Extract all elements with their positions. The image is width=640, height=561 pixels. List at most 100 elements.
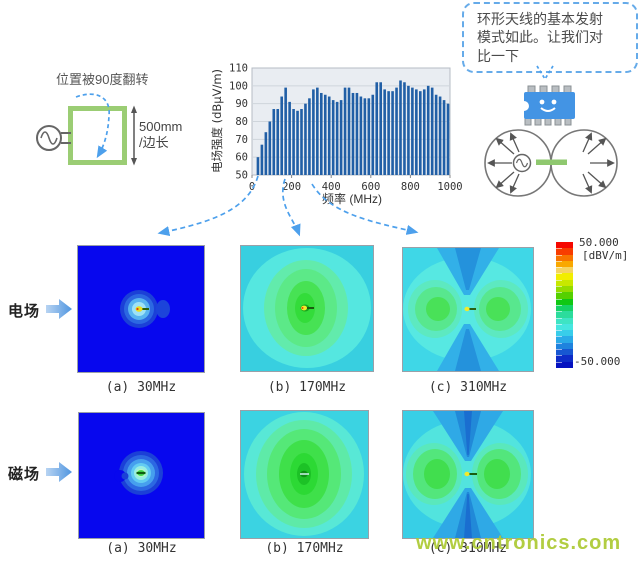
colorbar-segment [556, 317, 573, 324]
bar [288, 101, 291, 175]
colorbar-segment [556, 248, 573, 255]
colorbar-max-label: 50.000 [579, 236, 619, 249]
colorbar-segment [556, 336, 573, 343]
colorbar-segment [556, 361, 573, 368]
bar [403, 82, 406, 175]
bar [438, 96, 442, 175]
colorbar-segment [556, 355, 573, 362]
bar [407, 85, 410, 175]
bar [260, 144, 264, 175]
bar [264, 132, 268, 175]
dimension-arrow-down [131, 158, 137, 166]
plot-caption: (b) 170MHz [265, 541, 344, 556]
bar [335, 101, 339, 175]
colorbar-segment [556, 323, 573, 331]
bar [284, 87, 287, 175]
chip-pins-top [527, 85, 572, 94]
x-tick-label: 0 [249, 181, 255, 193]
color-scale-bar [556, 242, 573, 368]
plot-caption: (a) 30MHz [105, 380, 177, 395]
plot-caption: (c) 310MHz [428, 541, 508, 556]
bar [422, 89, 426, 175]
colorbar-min-label: -50.000 [574, 355, 621, 368]
bar [339, 100, 343, 175]
plot-caption: (c) 310MHz [428, 380, 508, 395]
field-plot-magnetic-170mhz [240, 410, 369, 539]
chip-icon [519, 85, 575, 126]
radiation-arrows [487, 132, 615, 194]
colorbar-segment [556, 330, 573, 337]
chart-x-axis-title: 频率 (MHz) [322, 192, 382, 206]
bar [442, 100, 446, 175]
bar [383, 89, 386, 175]
bar [399, 80, 402, 175]
bar [316, 87, 319, 175]
bar [323, 94, 327, 175]
antenna-pattern-icon [484, 129, 618, 197]
bar [320, 92, 323, 175]
speech-bubble: 环形天线的基本发射 模式如此。让我们对 比一下 [462, 2, 638, 74]
colorbar-segment [556, 304, 573, 312]
sine-glyph [40, 131, 58, 145]
bar [268, 121, 272, 175]
bar [347, 87, 351, 175]
row-arrow-icon [46, 462, 72, 482]
colorbar-segment [556, 273, 573, 280]
chip-smile [540, 107, 556, 112]
loop-caption: 位置被90度翻转 [56, 72, 149, 87]
bar [343, 87, 347, 175]
rotation-dashed-arrow [75, 93, 110, 159]
row-label-electric: 电场 [8, 303, 41, 320]
bar [272, 109, 276, 175]
bar [367, 98, 371, 175]
bar [430, 87, 434, 175]
bar [327, 96, 331, 175]
bar [300, 109, 303, 175]
row-label-magnetic: 磁场 [8, 466, 41, 483]
watermark: www.cntronics.com [416, 532, 622, 554]
field-plot-electric-30mhz [77, 245, 205, 373]
bar [308, 98, 311, 175]
x-tick-label: 1000 [437, 181, 462, 193]
y-tick-label: 80 [235, 116, 248, 128]
bar [387, 91, 390, 175]
colorbar-segment [556, 286, 573, 293]
bar [276, 109, 280, 175]
bar [419, 91, 422, 175]
colorbar-segment [556, 267, 573, 274]
bar [296, 110, 299, 175]
bar [375, 82, 379, 175]
chip-notch [519, 101, 529, 111]
y-tick-label: 110 [229, 63, 248, 75]
bar [363, 98, 367, 175]
bar [395, 87, 398, 175]
bar [391, 91, 394, 175]
colorbar-segment [556, 349, 573, 356]
bar [351, 92, 355, 175]
colorbar-segment [556, 254, 573, 261]
y-tick-label: 100 [229, 80, 248, 92]
colorbar-segment [556, 311, 573, 318]
bar [434, 94, 438, 175]
antenna-element [536, 159, 567, 165]
field-plot-electric-310mhz [402, 247, 534, 372]
colorbar-segment [556, 292, 573, 299]
bar [280, 96, 283, 175]
dimension-arrow-up [131, 105, 137, 113]
bar [355, 92, 359, 175]
field-plot-electric-170mhz [240, 245, 374, 372]
y-tick-label: 90 [235, 98, 248, 110]
y-tick-label: 60 [235, 152, 248, 164]
bar [379, 82, 382, 175]
colorbar-segment [556, 242, 573, 249]
colorbar-segment [556, 298, 573, 305]
bar [292, 109, 295, 175]
dimension-label: 500mm /边长 [139, 119, 183, 151]
bar [312, 89, 315, 175]
bar [304, 103, 307, 175]
colorbar-segment [556, 279, 573, 287]
bar [371, 94, 375, 175]
bar [256, 157, 260, 175]
